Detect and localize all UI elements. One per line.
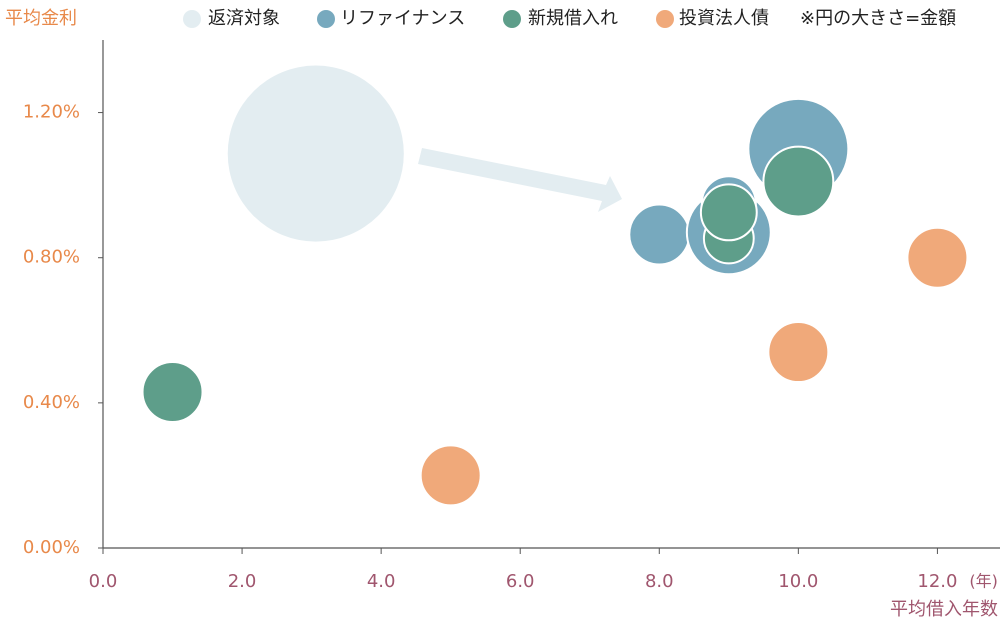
x-tick-label: 2.0 bbox=[228, 571, 257, 592]
x-axis-label: 平均借入年数 bbox=[890, 599, 998, 620]
y-axis-label: 平均金利 bbox=[5, 8, 77, 29]
x-tick-label: 4.0 bbox=[367, 571, 396, 592]
x-tick-label: 8.0 bbox=[645, 571, 674, 592]
bubble bbox=[628, 203, 691, 266]
bubble bbox=[767, 321, 830, 384]
legend-marker bbox=[656, 10, 674, 28]
y-tick-label: 1.20% bbox=[23, 102, 80, 123]
legend-label: 新規借入れ bbox=[528, 8, 618, 29]
legend-label: 投資法人債 bbox=[679, 8, 769, 29]
bubbles bbox=[141, 65, 969, 507]
legend-label: 返済対象 bbox=[208, 8, 280, 29]
y-tick-label: 0.40% bbox=[23, 392, 80, 413]
y-tick-label: 0.80% bbox=[23, 247, 80, 268]
x-tick-label: 6.0 bbox=[506, 571, 535, 592]
y-tick-label: 0.00% bbox=[23, 537, 80, 558]
note: ※円の大きさ=金額 bbox=[800, 8, 956, 29]
x-tick-label: 10.0 bbox=[778, 571, 818, 592]
x-tick-label: 12.0 bbox=[917, 571, 957, 592]
legend-marker bbox=[183, 10, 201, 28]
bubble bbox=[419, 444, 482, 507]
arrow bbox=[418, 148, 622, 212]
legend-marker bbox=[503, 10, 521, 28]
x-unit: (年) bbox=[969, 572, 998, 591]
legend-label: リファイナンス bbox=[340, 8, 465, 29]
bubble bbox=[141, 360, 204, 423]
bubble bbox=[762, 145, 835, 218]
x-tick-label: 0.0 bbox=[89, 571, 118, 592]
legend-marker bbox=[317, 10, 335, 28]
bubble bbox=[906, 226, 969, 289]
bubble bbox=[699, 183, 758, 242]
bubble bbox=[227, 65, 404, 242]
